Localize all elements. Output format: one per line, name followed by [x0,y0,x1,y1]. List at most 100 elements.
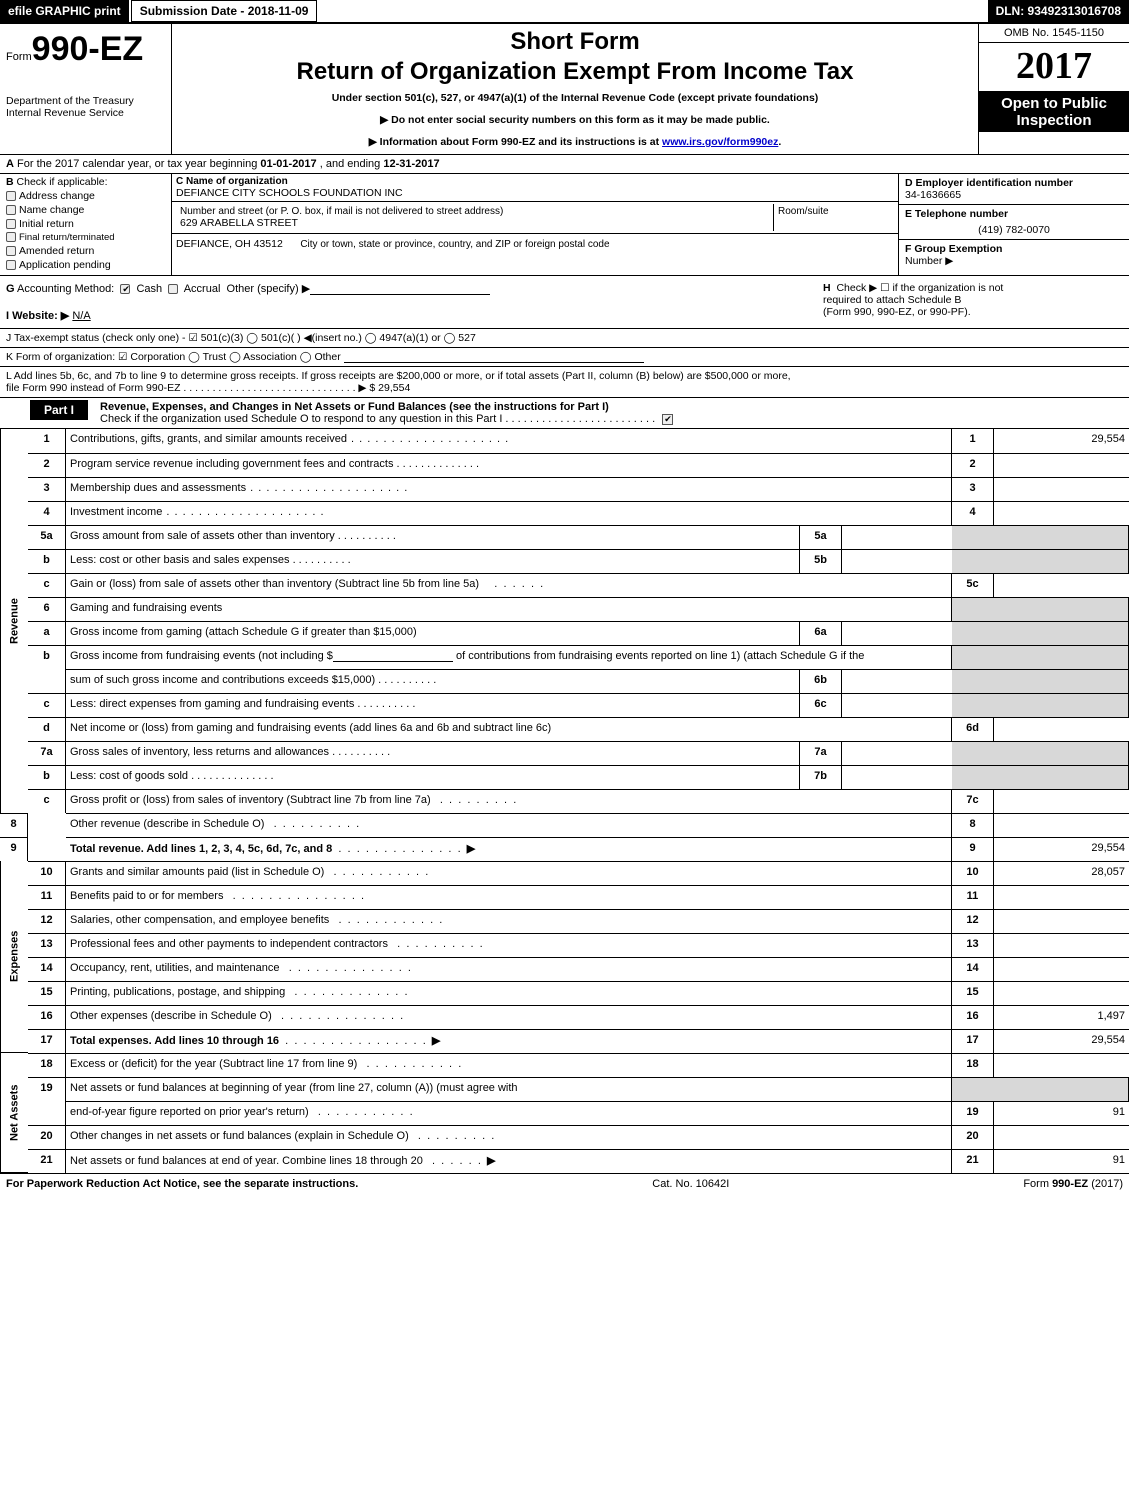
ln-2-text: Program service revenue including govern… [66,453,952,477]
header-note-1: ▶ Do not enter social security numbers o… [180,114,970,126]
ln-13-val [994,933,1129,957]
ln-15-text: Printing, publications, postage, and shi… [66,981,952,1005]
website-value: N/A [72,310,90,322]
chk-final-return[interactable]: Final return/terminated [6,232,165,243]
ln-7c-text: Gross profit or (loss) from sales of inv… [66,789,952,813]
ln-7b-ival [842,765,952,789]
ln-21-val: 91 [994,1149,1129,1173]
ln-8-val [994,813,1129,837]
ln-6d-val [994,717,1129,741]
h-l1: Check ▶ ☐ if the organization is not [836,282,1003,294]
part-i-label: Part I [30,400,88,420]
ln-14-no: 14 [28,957,66,981]
header-subtitle: Under section 501(c), 527, or 4947(a)(1)… [180,92,970,104]
form-prefix: Form [6,51,32,63]
ln-7c-no: c [28,789,66,813]
col-c: C Name of organization DEFIANCE CITY SCH… [172,174,899,275]
a-begin-date: 01-01-2017 [260,158,316,170]
ln-21-no: 21 [28,1149,66,1173]
ln-12-no: 12 [28,909,66,933]
section-bcdef: B Check if applicable: Address change Na… [0,173,1129,276]
dept-treasury: Department of the Treasury [6,95,167,107]
l-line2: file Form 990 instead of Form 990-EZ . .… [6,382,1123,394]
chk-amended-return[interactable]: Amended return [6,245,165,257]
ln-13-text: Professional fees and other payments to … [66,933,952,957]
ln-12-val [994,909,1129,933]
ln-6a-ival [842,621,952,645]
chk-accrual[interactable] [168,284,178,294]
chk-initial-return[interactable]: Initial return [6,218,165,230]
g-other: Other (specify) ▶ [227,283,311,295]
section-gh: G Accounting Method: Cash Accrual Other … [0,276,1129,329]
ln-15-no: 15 [28,981,66,1005]
ln-7b-no: b [28,765,66,789]
ln-3-no: 3 [28,477,66,501]
header-note-2: ▶ Information about Form 990-EZ and its … [180,136,970,148]
h-lead: H [823,282,831,294]
chk-name-change[interactable]: Name change [6,204,165,216]
room-label: Room/suite [778,206,890,217]
h-l2: required to attach Schedule B [823,294,961,306]
ln-6c-text: Less: direct expenses from gaming and fu… [66,693,800,717]
ln-5a-no: 5a [28,525,66,549]
ln-6a-no: a [28,621,66,645]
g-text: Accounting Method: [17,283,114,295]
ln-6d-text: Net income or (loss) from gaming and fun… [66,717,952,741]
ln-9-text: Total revenue. Add lines 1, 2, 3, 4, 5c,… [66,837,952,861]
ln-8-box: 8 [952,813,994,837]
return-title: Return of Organization Exempt From Incom… [180,58,970,86]
ln-6b-ival [842,669,952,693]
instructions-link[interactable]: www.irs.gov/form990ez [662,136,778,148]
chk-address-change[interactable]: Address change [6,190,165,202]
chk-schedule-o[interactable] [662,414,673,425]
submission-date: Submission Date - 2018-11-09 [131,0,318,22]
ln-17-val: 29,554 [994,1029,1129,1053]
ln-9-val: 29,554 [994,837,1129,861]
section-l: L Add lines 5b, 6c, and 7b to line 9 to … [0,367,1129,398]
d-label: D Employer identification number [905,177,1123,189]
ln-14-val [994,957,1129,981]
ln-15-val [994,981,1129,1005]
form-number-box: Form990-EZ Department of the Treasury In… [0,24,172,154]
shade-7a [952,741,1129,765]
part-i-sub: Check if the organization used Schedule … [100,413,655,425]
org-city: DEFIANCE, OH 43512 [176,238,283,250]
i-lead: I Website: ▶ [6,310,69,322]
ln-20-text: Other changes in net assets or fund bala… [66,1125,952,1149]
ln-19-box: 19 [952,1101,994,1125]
footer-right: Form 990-EZ (2017) [1023,1178,1123,1190]
ln-5b-ibox: 5b [800,549,842,573]
ln-6b-no: b [28,645,66,693]
omb-number: OMB No. 1545-1150 [979,24,1129,43]
ln-5c-box: 5c [952,573,994,597]
ln-5b-text: Less: cost or other basis and sales expe… [66,549,800,573]
ln-2-no: 2 [28,453,66,477]
ln-11-text: Benefits paid to or for members . . . . … [66,885,952,909]
org-street: 629 ARABELLA STREET [180,217,769,229]
ln-3-val [994,477,1129,501]
tax-year: 2017 [979,43,1129,92]
col-def: D Employer identification number 34-1636… [899,174,1129,275]
ln-21-box: 21 [952,1149,994,1173]
top-bar: efile GRAPHIC print Submission Date - 20… [0,0,1129,24]
efile-print-button[interactable]: efile GRAPHIC print [0,0,129,22]
page-footer: For Paperwork Reduction Act Notice, see … [0,1174,1129,1194]
ln-5c-no: c [28,573,66,597]
ln-7c-val [994,789,1129,813]
ln-17-no: 17 [28,1029,66,1053]
a-end-date: 12-31-2017 [383,158,439,170]
ln-10-box: 10 [952,861,994,885]
ln-7a-no: 7a [28,741,66,765]
shade-6b1 [952,645,1129,669]
ln-6b-text2: sum of such gross income and contributio… [66,669,800,693]
ln-6a-text: Gross income from gaming (attach Schedul… [66,621,800,645]
chk-application-pending[interactable]: Application pending [6,259,165,271]
ln-7a-ibox: 7a [800,741,842,765]
ln-7a-text: Gross sales of inventory, less returns a… [66,741,800,765]
side-netassets: Net Assets [0,1053,28,1173]
ln-6-no: 6 [28,597,66,621]
ln-5a-ival [842,525,952,549]
note2-post: . [778,136,781,148]
chk-cash[interactable] [120,284,130,294]
shade-7b [952,765,1129,789]
